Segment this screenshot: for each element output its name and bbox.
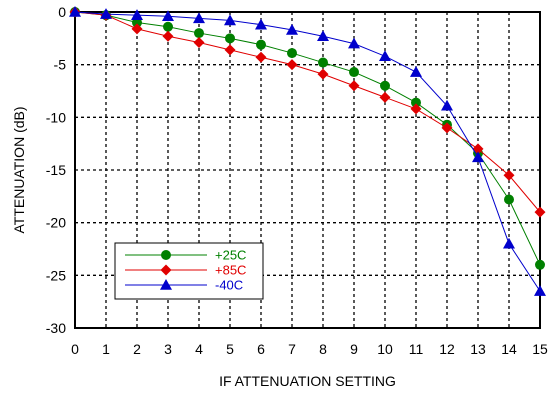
- data-point: [287, 48, 297, 59]
- legend-item: +25C: [125, 248, 246, 263]
- data-point: [472, 151, 484, 163]
- x-tick-label: 12: [439, 341, 455, 357]
- data-point: [162, 10, 174, 22]
- y-tick-label: -25: [46, 267, 66, 283]
- x-tick-label: 1: [102, 341, 110, 357]
- data-point: [255, 51, 267, 63]
- data-point: [193, 12, 205, 24]
- data-point: [535, 259, 545, 270]
- data-point: [411, 97, 421, 108]
- plot-area-frame: [74, 11, 541, 329]
- data-point: [224, 14, 236, 26]
- data-point: [317, 30, 329, 42]
- data-point: [100, 8, 112, 19]
- data-point: [441, 122, 453, 134]
- y-tick-label: -5: [54, 57, 67, 73]
- data-point: [534, 285, 546, 296]
- data-point: [380, 80, 390, 91]
- data-point: [379, 91, 391, 103]
- data-point: [255, 18, 267, 30]
- legend-label: -40C: [215, 278, 243, 293]
- x-tick-label: 0: [71, 341, 79, 357]
- data-point: [131, 23, 143, 35]
- legend-item: -40C: [125, 278, 243, 293]
- data-point: [348, 80, 360, 92]
- data-point: [131, 9, 143, 20]
- legend-marker: [161, 250, 171, 260]
- legend-label: +25C: [215, 248, 246, 263]
- x-axis-title: IF ATTENUATION SETTING: [219, 373, 396, 389]
- x-tick-label: 8: [319, 341, 327, 357]
- legend-box: [114, 242, 264, 300]
- legend-marker: [160, 264, 172, 276]
- data-point: [503, 237, 515, 249]
- x-tick-label: 14: [501, 341, 517, 357]
- data-point: [349, 67, 359, 78]
- x-tick-label: 13: [470, 341, 486, 357]
- x-tick-label: 11: [409, 341, 424, 357]
- y-tick-label: -20: [46, 215, 66, 231]
- series-lines: [69, 6, 546, 296]
- data-point: [472, 143, 484, 155]
- legend-marker: [160, 279, 172, 290]
- data-point: [410, 103, 422, 115]
- legend: +25C+85C-40C: [114, 242, 264, 300]
- x-tick-label: 4: [195, 341, 203, 357]
- data-point: [410, 66, 422, 77]
- y-tick-label: 0: [58, 4, 66, 20]
- y-tick-label: -30: [46, 320, 66, 336]
- legend-item: +85C: [125, 263, 246, 278]
- series-line: [74, 11, 541, 213]
- data-point: [348, 37, 360, 49]
- series-2: [69, 6, 546, 218]
- data-point: [162, 30, 174, 42]
- x-tick-label: 7: [288, 341, 296, 357]
- data-point: [503, 169, 515, 181]
- x-tick-label: 15: [532, 341, 548, 357]
- y-tick-label: -10: [46, 109, 66, 125]
- series-line: [74, 11, 541, 292]
- x-tick-label: 6: [257, 341, 265, 357]
- data-point: [379, 50, 391, 62]
- data-point: [163, 21, 173, 32]
- x-tick-label: 3: [164, 341, 172, 357]
- data-point: [286, 23, 298, 35]
- data-point: [441, 99, 453, 111]
- x-tick-label: 9: [350, 341, 358, 357]
- data-point: [132, 17, 142, 28]
- data-point: [534, 206, 546, 218]
- data-point: [193, 37, 205, 49]
- legend-label: +85C: [215, 263, 246, 278]
- data-point: [194, 28, 204, 39]
- series-1: [70, 7, 545, 270]
- x-tick-label: 2: [133, 341, 141, 357]
- y-tick-label: -15: [46, 162, 66, 178]
- data-point: [286, 59, 298, 71]
- series-3: [69, 6, 546, 296]
- series-line: [74, 11, 541, 266]
- data-point: [317, 68, 329, 80]
- x-tick-label: 5: [226, 341, 234, 357]
- y-axis-title: ATTENUATION (dB): [11, 106, 27, 233]
- data-point: [225, 33, 235, 44]
- data-point: [256, 39, 266, 50]
- data-point: [224, 44, 236, 56]
- data-point: [318, 57, 328, 68]
- x-tick-label: 10: [377, 341, 393, 357]
- data-point: [504, 194, 514, 205]
- data-point: [69, 6, 81, 17]
- axis-ticks: 0 1 2 3 4 5 6 7 8 9 10 11 12 13 14 150-5-10-15-20-25-30: [46, 4, 548, 357]
